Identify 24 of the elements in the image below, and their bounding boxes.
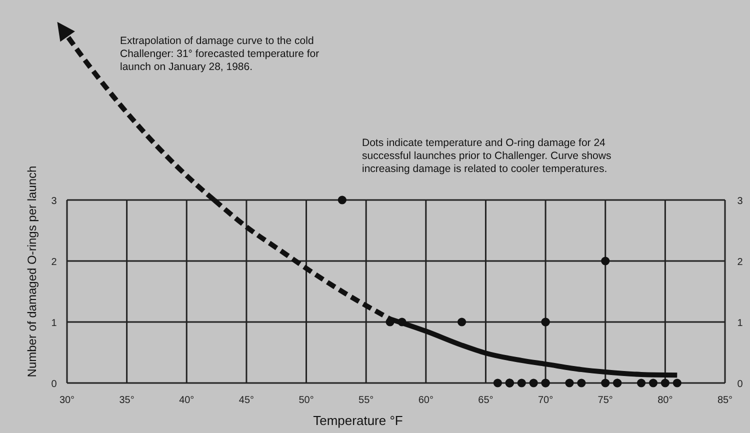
x-tick-label: 80° <box>658 395 673 406</box>
x-tick-label: 85° <box>717 395 733 406</box>
x-tick-label: 40° <box>179 395 194 406</box>
y-axis-title: Number of damaged O-rings per launch <box>25 166 39 378</box>
x-axis-title: Temperature °F <box>313 413 403 428</box>
x-tick-label: 45° <box>238 395 254 406</box>
y2-tick-label: 0 <box>737 379 744 390</box>
x-tick-label: 50° <box>298 395 314 406</box>
x-tick-label: 30° <box>59 395 75 406</box>
text: Dots indicate temperature and O-ring damage for 24 successful launches prior to Challenger. Curve shows increasing damage is related to cooler temperatures. <box>362 137 612 175</box>
x-tick-label: 65° <box>478 395 494 406</box>
x-tick-label: 55° <box>358 395 374 406</box>
x-tick-label: 60° <box>418 395 434 406</box>
text: Extrapolation of damage curve to the cold Challenger: 31° forecasted temperature for launch on January 28, 1986. <box>120 35 320 73</box>
y-tick-label: 1 <box>51 318 58 329</box>
y2-tick-label: 1 <box>737 318 744 329</box>
y-tick-label: 3 <box>51 196 58 207</box>
y-tick-label: 0 <box>51 379 58 390</box>
y-tick-label: 2 <box>51 257 58 268</box>
x-tick-label: 75° <box>598 395 613 406</box>
y2-tick-label: 3 <box>737 196 744 207</box>
x-tick-label: 70° <box>538 395 554 406</box>
x-tick-label: 35° <box>119 395 134 406</box>
y2-tick-label: 2 <box>737 257 744 268</box>
